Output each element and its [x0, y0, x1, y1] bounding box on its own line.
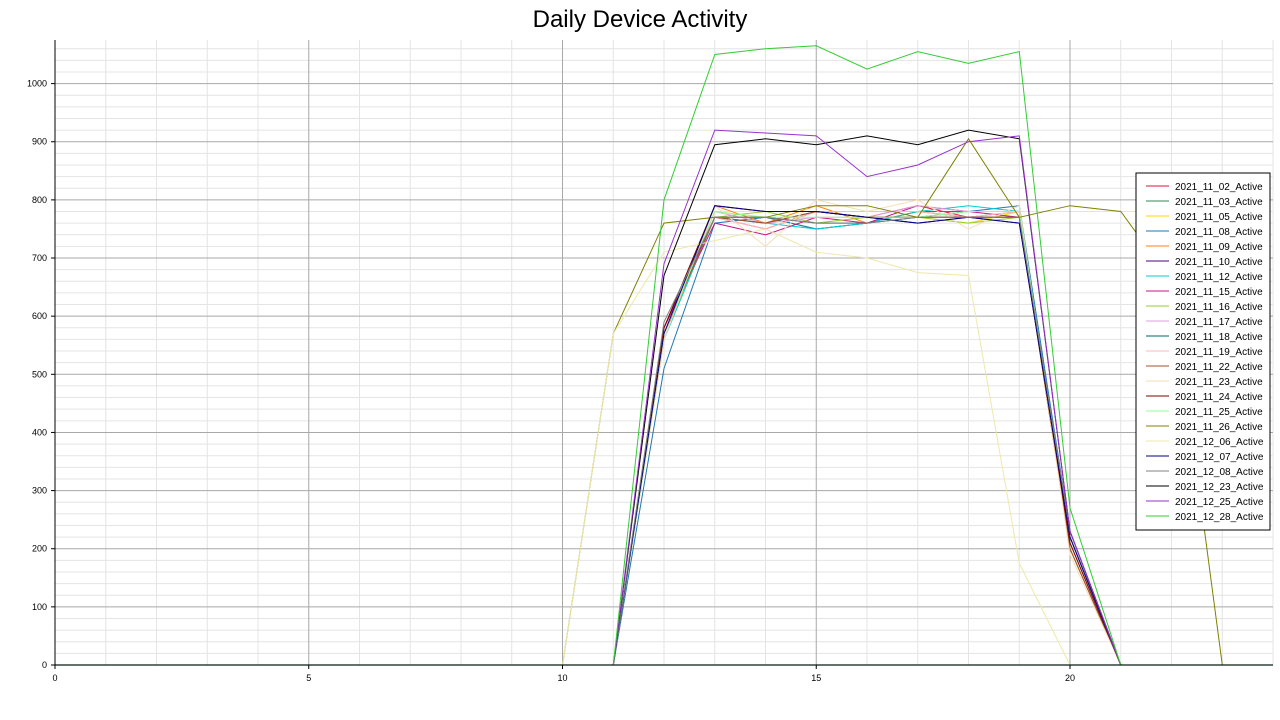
legend-label: 2021_11_08_Active [1175, 227, 1263, 238]
series-line-2021_11_26_Active [562, 137, 1223, 666]
x-tick-label: 10 [557, 673, 567, 683]
y-tick-label: 1000 [27, 79, 47, 89]
legend-label: 2021_11_16_Active [1175, 302, 1263, 313]
legend-label: 2021_11_10_Active [1175, 257, 1263, 268]
series-line-2021_12_28_Active [562, 45, 1122, 666]
legend-label: 2021_11_02_Active [1175, 182, 1263, 193]
legend-label: 2021_11_19_Active [1175, 347, 1263, 358]
x-tick-label: 20 [1065, 673, 1075, 683]
legend-label: 2021_11_24_Active [1175, 392, 1263, 403]
x-tick-label: 0 [52, 673, 57, 683]
series-line-2021_12_07_Active [562, 205, 1122, 666]
legend-label: 2021_11_26_Active [1175, 422, 1263, 433]
legend-label: 2021_12_28_Active [1175, 512, 1264, 523]
y-tick-label: 300 [32, 486, 47, 496]
legend-label: 2021_11_18_Active [1175, 332, 1263, 343]
y-tick-label: 800 [32, 195, 47, 205]
legend-label: 2021_12_08_Active [1175, 467, 1264, 478]
y-tick-label: 200 [32, 544, 47, 554]
legend-label: 2021_11_03_Active [1175, 197, 1263, 208]
legend-label: 2021_11_12_Active [1175, 272, 1263, 283]
y-tick-label: 500 [32, 369, 47, 379]
legend-label: 2021_11_15_Active [1175, 287, 1263, 298]
x-tick-label: 5 [306, 673, 311, 683]
y-tick-label: 600 [32, 311, 47, 321]
legend-label: 2021_11_22_Active [1175, 362, 1263, 373]
legend-label: 2021_11_09_Active [1175, 242, 1263, 253]
series-line-2021_12_08_Active [562, 216, 1122, 666]
major-gridlines [55, 40, 1273, 665]
y-tick-label: 400 [32, 427, 47, 437]
series-line-2021_12_06_Active [562, 228, 1121, 666]
legend-label: 2021_12_06_Active [1175, 437, 1264, 448]
chart-title: Daily Device Activity [532, 6, 748, 33]
series-line-2021_12_25_Active [562, 129, 1122, 666]
y-tick-label: 700 [32, 253, 47, 263]
legend-label: 2021_12_25_Active [1175, 497, 1264, 508]
x-tick-label: 15 [811, 673, 821, 683]
legend-label: 2021_11_25_Active [1175, 407, 1263, 418]
legend-label: 2021_11_17_Active [1175, 317, 1263, 328]
legend-label: 2021_11_23_Active [1175, 377, 1263, 388]
y-tick-label: 900 [32, 137, 47, 147]
legend-label: 2021_11_05_Active [1175, 212, 1263, 223]
legend[interactable]: 2021_11_02_Active 2021_11_03_Active 2021_1… [1135, 172, 1271, 531]
y-tick-label: 0 [42, 660, 47, 670]
legend-label: 2021_12_07_Active [1175, 452, 1264, 463]
y-tick-label: 100 [32, 602, 47, 612]
legend-label: 2021_12_23_Active [1175, 482, 1264, 493]
